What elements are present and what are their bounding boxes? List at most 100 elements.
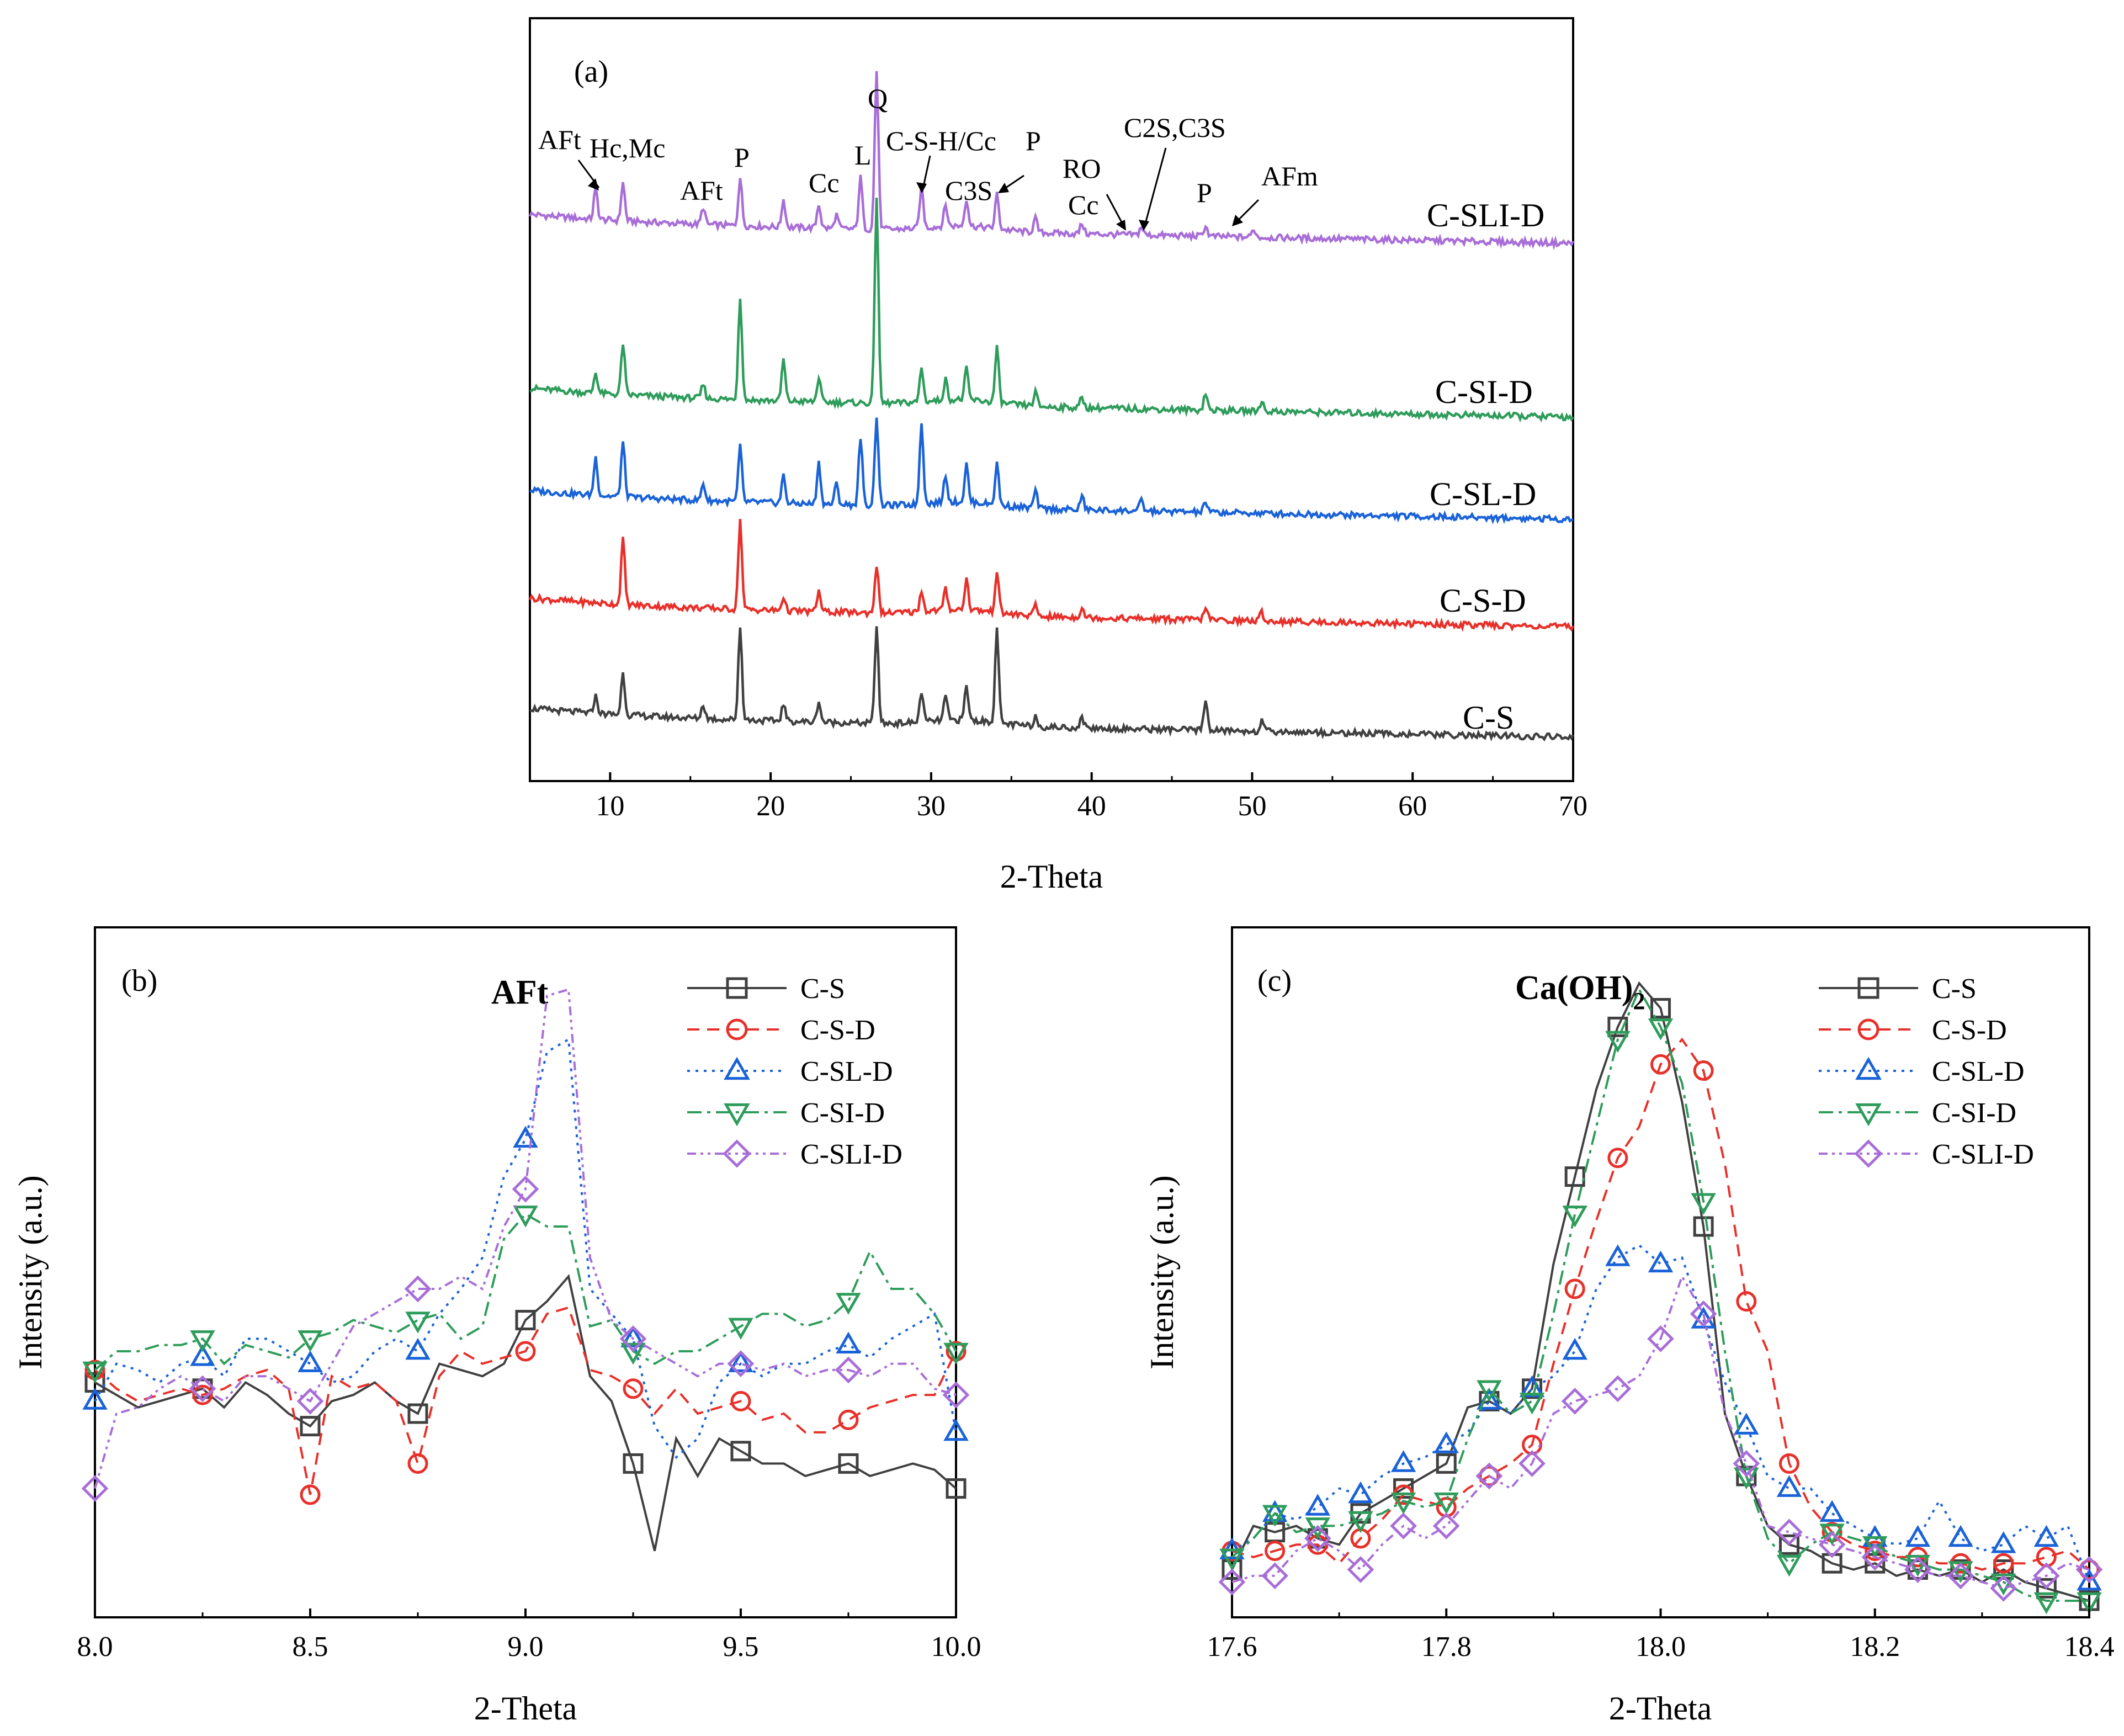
panel-c-ylabel: Intensity (a.u.) — [1144, 1175, 1180, 1369]
legend-label-c-sl-d: C-SL-D — [800, 1056, 893, 1087]
panel-a-frame — [529, 17, 1574, 782]
anno-aft-2: AFt — [680, 175, 723, 206]
x-tick-label-8-5: 8.5 — [293, 1631, 328, 1663]
legend-marker-c-sli-d — [723, 1139, 751, 1168]
marker-c-s-d-15 — [407, 1453, 428, 1474]
legend-label-c-s: C-S — [800, 973, 845, 1005]
panel-c-title-main: Ca(OH) — [1515, 969, 1633, 1007]
marker-c-sli-d-6 — [1347, 1556, 1374, 1583]
anno-p-3: P — [1197, 177, 1212, 208]
marker-c-si-d-20 — [1648, 1018, 1674, 1040]
marker-c-s-10 — [300, 1416, 321, 1437]
marker-c-s-d-35 — [838, 1409, 859, 1430]
marker-c-si-d-30 — [728, 1318, 753, 1340]
marker-c-sl-d-40 — [2077, 1568, 2102, 1591]
marker-c-s-d-26 — [1778, 1453, 1799, 1474]
marker-c-sli-d-20 — [512, 1175, 539, 1203]
legend-marker-c-s-d — [726, 1018, 748, 1040]
marker-c-sl-d-26 — [1776, 1475, 1802, 1497]
marker-c-si-d-22 — [1691, 1193, 1716, 1215]
marker-c-si-d-40 — [2077, 1592, 2102, 1615]
marker-c-sl-d-10 — [1433, 1431, 1459, 1453]
marker-c-sl-d-2 — [1262, 1500, 1288, 1522]
panel-b-ylabel: Intensity (a.u.) — [12, 1175, 49, 1369]
panel-a: (a) 10 20 30 40 50 60 70 2-Theta C-SLI-D C-SI-… — [528, 17, 1587, 895]
anno-c2s-arrow — [1144, 147, 1167, 224]
legend-marker-c-s-d — [1857, 1018, 1879, 1040]
marker-c-s-8 — [1393, 1478, 1414, 1499]
anno-l: L — [854, 140, 872, 171]
marker-c-s-d-2 — [1265, 1541, 1286, 1562]
marker-c-s-40 — [946, 1478, 967, 1499]
marker-c-sli-d-38 — [2033, 1562, 2060, 1590]
anno-csh-arrow — [922, 155, 931, 189]
x-tick-label-70: 70 — [1559, 790, 1587, 822]
series-c-sl-d — [1231, 1244, 2090, 1583]
series-c-si-d — [529, 198, 1574, 423]
x-tick-label-17-6: 17.6 — [1207, 1631, 1257, 1663]
marker-c-si-d-8 — [1390, 1492, 1416, 1515]
marker-c-s-d-30 — [730, 1390, 751, 1411]
marker-c-s-32 — [1907, 1559, 1928, 1580]
x-tick-label-20: 20 — [756, 790, 785, 822]
legend-label-c-sl-d: C-SL-D — [1932, 1056, 2025, 1087]
marker-c-si-d-5 — [190, 1330, 215, 1352]
legend-label-c-s-d: C-S-D — [800, 1015, 875, 1046]
marker-c-sl-d-0 — [82, 1388, 108, 1410]
legend-label-c-s-d: C-S-D — [1932, 1015, 2007, 1046]
series-c-s-d — [94, 1306, 957, 1495]
marker-c-sl-d-25 — [620, 1325, 646, 1347]
anno-csh-cc: C-S-H/Cc — [886, 125, 996, 156]
marker-c-si-d-18 — [1605, 1031, 1631, 1053]
x-tick-label-18-4: 18.4 — [2064, 1631, 2115, 1663]
marker-c-sli-d-14 — [1518, 1450, 1546, 1477]
marker-c-s-15 — [407, 1403, 428, 1424]
panel-b-tag: (b) — [121, 964, 157, 998]
anno-aft-1: AFt — [538, 124, 581, 155]
marker-c-s-d-10 — [300, 1484, 321, 1505]
marker-c-sl-d-6 — [1348, 1481, 1373, 1504]
legend-marker-c-s — [726, 977, 748, 999]
marker-c-s-4 — [1307, 1528, 1328, 1549]
legend-marker-c-sl-d — [1855, 1057, 1882, 1080]
panel-b-curves — [81, 988, 970, 1552]
marker-c-si-d-35 — [836, 1293, 861, 1315]
marker-c-sli-d-0 — [1218, 1568, 1246, 1596]
marker-c-si-d-30 — [1862, 1536, 1888, 1558]
panel-b-title: AFt — [491, 974, 549, 1011]
panel-a-xlabel: 2-Theta — [1000, 858, 1103, 895]
marker-c-sli-d-18 — [1604, 1375, 1632, 1403]
marker-c-sl-d-24 — [1734, 1413, 1759, 1435]
legend-marker-c-si-d — [1855, 1103, 1882, 1127]
marker-c-sli-d-10 — [1432, 1512, 1460, 1539]
series-c-s — [94, 1274, 957, 1552]
panel-c-ticks: 17.6 17.8 18.0 18.2 18.4 — [1207, 1608, 2115, 1663]
legend-marker-c-sli-d — [1854, 1139, 1883, 1168]
label-c-sl-d: C-SL-D — [1430, 476, 1536, 512]
anno-c2s-c3s: C2S,C3S — [1124, 112, 1226, 143]
marker-c-sli-d-10 — [296, 1388, 324, 1415]
marker-c-sl-d-10 — [298, 1350, 323, 1372]
legend-label-c-s: C-S — [1932, 973, 1977, 1005]
marker-c-s-d-5 — [192, 1384, 213, 1405]
marker-c-s-18 — [1607, 1016, 1628, 1037]
marker-c-sli-d-25 — [619, 1325, 647, 1352]
marker-c-si-d-15 — [405, 1312, 431, 1334]
label-c-s: C-S — [1463, 699, 1514, 736]
marker-c-si-d-25 — [620, 1342, 646, 1365]
legend-label-c-si-d: C-SI-D — [800, 1097, 885, 1129]
x-tick-label-8: 8.0 — [77, 1631, 113, 1663]
marker-c-s-d-25 — [623, 1378, 644, 1399]
x-tick-label-18: 18.0 — [1636, 1631, 1686, 1663]
panel-a-curves — [528, 71, 1575, 742]
marker-c-si-d-0 — [82, 1361, 108, 1384]
marker-c-sl-d-20 — [1648, 1250, 1674, 1273]
marker-c-s-22 — [1693, 1216, 1714, 1237]
marker-c-s-38 — [2036, 1578, 2057, 1599]
panel-b-ticks: 8.0 8.5 9.0 9.5 10.0 — [77, 1608, 981, 1663]
anno-csh-head — [916, 182, 927, 193]
marker-c-sli-d-2 — [1261, 1562, 1288, 1590]
anno-ro-arrow — [1106, 194, 1124, 226]
anno-ro: RO — [1063, 153, 1101, 184]
x-tick-label-9-5: 9.5 — [723, 1631, 759, 1663]
